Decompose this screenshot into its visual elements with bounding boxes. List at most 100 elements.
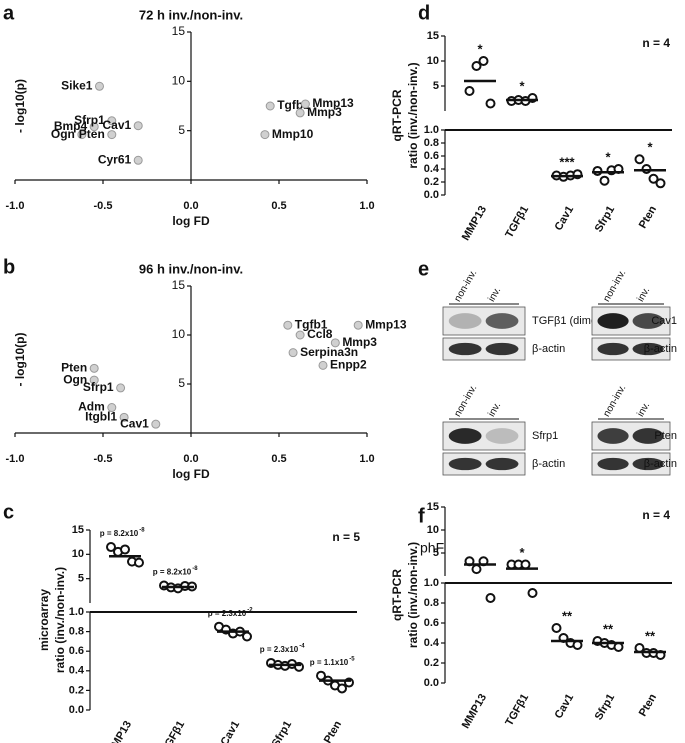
significance: ** bbox=[562, 608, 573, 623]
point bbox=[94, 81, 104, 91]
point-label: Pten bbox=[61, 360, 87, 374]
x-tick-label: 0.0 bbox=[183, 200, 198, 212]
x-tick-label: Sfrp1 bbox=[270, 719, 294, 743]
x-tick-label: TGFβ1 bbox=[503, 692, 531, 728]
y-axis-label: qRT-PCR bbox=[390, 569, 404, 621]
x-tick-label: MMP13 bbox=[460, 692, 489, 731]
y-tick-label: 0.8 bbox=[424, 597, 439, 609]
y-tick-label: 0.4 bbox=[424, 163, 440, 175]
point bbox=[295, 330, 305, 340]
sample-size: n = 4 bbox=[642, 508, 670, 522]
point bbox=[265, 101, 275, 111]
y-tick-label: 15 bbox=[172, 24, 186, 38]
blot-band bbox=[448, 457, 482, 471]
point bbox=[133, 155, 143, 165]
y-tick-label: 10 bbox=[172, 327, 186, 341]
p-value-exponent: -2 bbox=[247, 607, 253, 613]
x-tick-label: Pten bbox=[637, 204, 659, 231]
y-tick-label: 0.0 bbox=[424, 189, 439, 201]
p-value: p = 8.2x10 bbox=[153, 568, 192, 577]
y-tick-label: 0.6 bbox=[424, 617, 439, 629]
significance: * bbox=[519, 78, 525, 93]
point bbox=[106, 542, 116, 553]
y-tick-label: 10 bbox=[427, 524, 439, 536]
x-tick-label: Cav1 bbox=[219, 719, 243, 743]
y-tick-label: 15 bbox=[72, 524, 84, 536]
point-label: Mmp13 bbox=[365, 317, 407, 331]
y-tick-label: 10 bbox=[427, 55, 439, 67]
y-tick-label: 0.0 bbox=[69, 704, 84, 716]
point bbox=[89, 375, 99, 385]
y-tick-label: 0.8 bbox=[424, 137, 439, 149]
point bbox=[318, 360, 328, 370]
x-tick-label: 0.5 bbox=[271, 453, 286, 465]
point bbox=[283, 320, 293, 330]
lane-label: non-inv. bbox=[601, 383, 628, 419]
point bbox=[471, 61, 482, 71]
lane-label: inv. bbox=[486, 285, 503, 303]
x-tick-label: Cav1 bbox=[553, 692, 577, 721]
point bbox=[337, 683, 347, 694]
significance: *** bbox=[559, 155, 575, 170]
p-value: p = 2.3x10 bbox=[260, 645, 299, 654]
y-tick-label: 5 bbox=[178, 123, 185, 137]
y-axis-label: - log10(p) bbox=[13, 333, 27, 387]
blot-band bbox=[597, 428, 629, 444]
blot-band bbox=[485, 428, 519, 444]
chart-title: 72 h inv./non-inv. bbox=[139, 7, 243, 22]
subtitle: phF bbox=[420, 540, 444, 556]
point bbox=[242, 631, 252, 642]
point bbox=[485, 593, 496, 603]
blot-band bbox=[597, 313, 629, 329]
point bbox=[107, 116, 117, 126]
y-tick-label: 5 bbox=[178, 376, 185, 390]
blot-band bbox=[632, 342, 664, 356]
point bbox=[134, 557, 144, 568]
panel-letter: f bbox=[418, 505, 425, 527]
point bbox=[107, 403, 117, 413]
y-tick-label: 0.2 bbox=[424, 657, 439, 669]
point-label: Bmp4 bbox=[54, 119, 88, 133]
point-label: Mmp10 bbox=[272, 127, 314, 141]
blot-label: β-actin bbox=[644, 458, 677, 470]
y-axis-label: microarray bbox=[37, 589, 51, 651]
point-label: Itgbl1 bbox=[85, 409, 117, 423]
point-label: Adm bbox=[78, 400, 105, 414]
panel-letter: c bbox=[3, 501, 14, 523]
x-tick-label: -1.0 bbox=[6, 200, 25, 212]
y-axis-label: ratio (inv./non-inv.) bbox=[406, 542, 420, 648]
lane-label: inv. bbox=[635, 400, 652, 418]
point bbox=[151, 419, 161, 429]
point-label: Mmp3 bbox=[307, 105, 342, 119]
x-tick-label: 0.0 bbox=[183, 453, 198, 465]
point bbox=[520, 559, 531, 570]
significance: ** bbox=[603, 621, 614, 636]
point-label: Ogn bbox=[51, 127, 75, 141]
y-tick-label: 0.6 bbox=[424, 150, 439, 162]
panel-letter: b bbox=[3, 256, 15, 278]
y-tick-label: 5 bbox=[78, 573, 84, 585]
point bbox=[120, 544, 130, 555]
y-axis-label: ratio (inv./non-inv.) bbox=[53, 567, 67, 673]
point bbox=[330, 338, 340, 348]
panel-letter: a bbox=[3, 2, 15, 24]
point bbox=[478, 56, 489, 66]
y-tick-label: 0.4 bbox=[69, 665, 85, 677]
blot-band bbox=[448, 313, 482, 329]
blot-band bbox=[632, 313, 664, 329]
lane-label: non-inv. bbox=[452, 383, 479, 419]
y-axis-label: ratio (inv./non-inv.) bbox=[406, 62, 420, 168]
point-label: Cav1 bbox=[120, 416, 149, 430]
significance: * bbox=[605, 149, 611, 164]
x-tick-label: 1.0 bbox=[359, 453, 374, 465]
blot-label: β-actin bbox=[532, 458, 565, 470]
y-tick-label: 15 bbox=[427, 501, 439, 513]
point bbox=[77, 130, 87, 140]
lane-label: inv. bbox=[635, 285, 652, 303]
point bbox=[485, 98, 496, 109]
significance: * bbox=[647, 140, 653, 155]
x-tick-label: -0.5 bbox=[94, 453, 113, 465]
blot-label: Pten bbox=[654, 430, 677, 442]
significance: * bbox=[519, 545, 525, 560]
y-tick-label: 1.0 bbox=[424, 124, 439, 136]
